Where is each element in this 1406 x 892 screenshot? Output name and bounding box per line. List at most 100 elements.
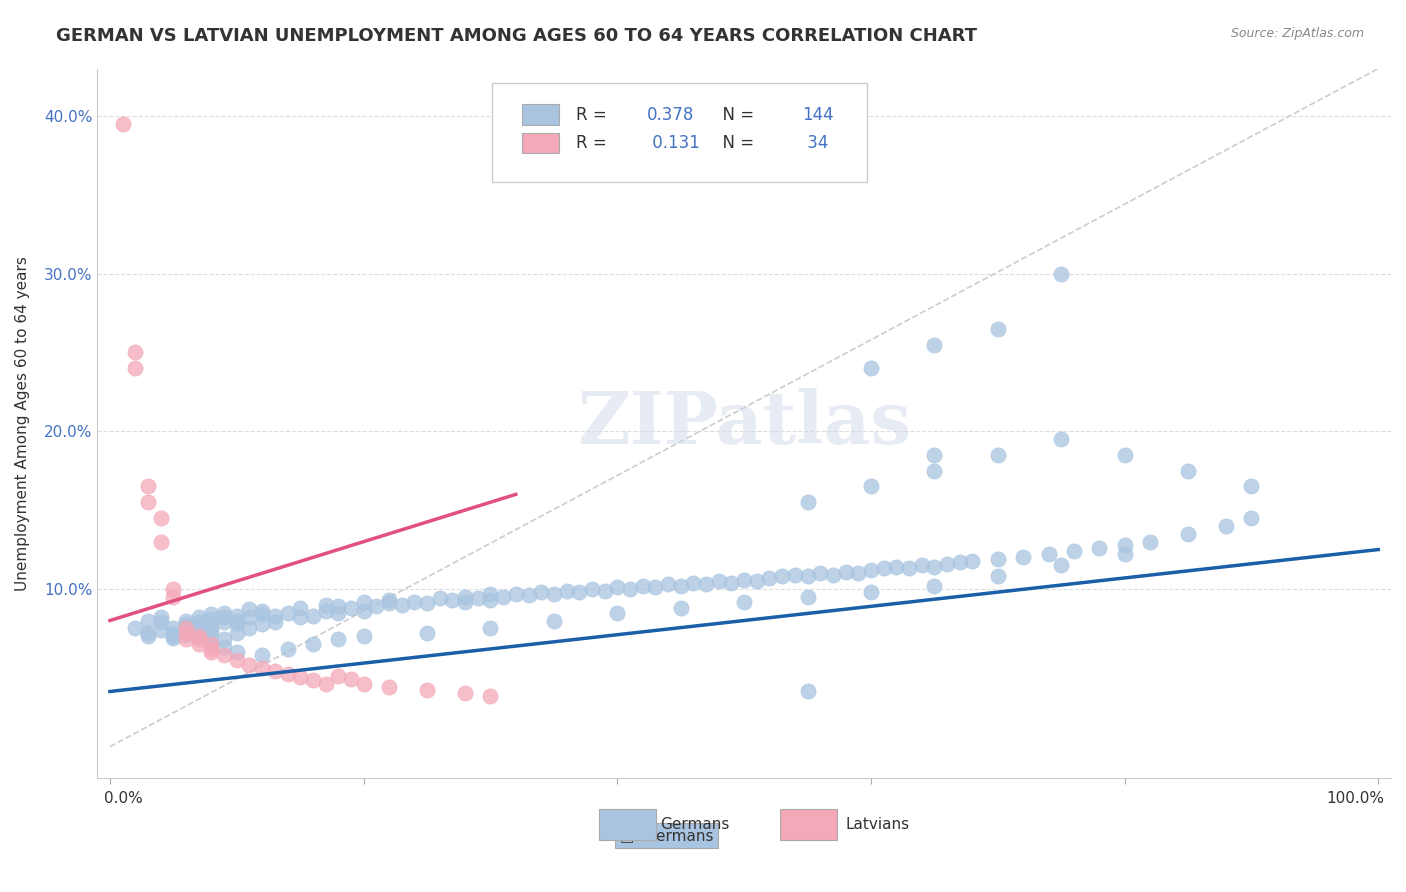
Point: [1177, 464, 1199, 478]
Point: [200, 616, 222, 631]
Point: [404, 594, 426, 608]
FancyBboxPatch shape: [492, 83, 868, 182]
Point: [174, 626, 197, 640]
Point: [187, 629, 209, 643]
Point: [1139, 534, 1161, 549]
Point: [707, 574, 730, 588]
Point: [124, 345, 146, 359]
Text: Germans: Germans: [659, 817, 730, 832]
Point: [783, 567, 806, 582]
Point: [212, 632, 235, 647]
Point: [391, 598, 413, 612]
Point: [924, 337, 946, 351]
Point: [479, 593, 502, 607]
Point: [353, 629, 375, 643]
Point: [200, 623, 222, 637]
Point: [924, 448, 946, 462]
Point: [1240, 511, 1263, 525]
Point: [136, 495, 159, 509]
Point: [682, 575, 704, 590]
Point: [328, 669, 350, 683]
Point: [200, 645, 222, 659]
Point: [555, 583, 578, 598]
Point: [238, 610, 260, 624]
Point: [250, 661, 273, 675]
Point: [328, 632, 350, 647]
Point: [859, 361, 882, 376]
Point: [174, 614, 197, 628]
Point: [593, 583, 616, 598]
Point: [543, 614, 565, 628]
Point: [1050, 432, 1073, 446]
Point: [263, 615, 285, 629]
Point: [669, 579, 692, 593]
Text: 0.131: 0.131: [647, 134, 700, 152]
Point: [290, 670, 312, 684]
Point: [581, 582, 603, 596]
Point: [302, 608, 325, 623]
Text: R =: R =: [576, 134, 612, 152]
Point: [1215, 519, 1237, 533]
Point: [543, 587, 565, 601]
Y-axis label: Unemployment Among Ages 60 to 64 years: Unemployment Among Ages 60 to 64 years: [15, 256, 30, 591]
Point: [378, 680, 401, 694]
Point: [745, 574, 768, 588]
Point: [174, 621, 197, 635]
Point: [1012, 550, 1035, 565]
Point: [162, 626, 184, 640]
Point: [276, 667, 298, 681]
Point: [200, 641, 222, 656]
Point: [441, 593, 464, 607]
Point: [886, 560, 908, 574]
Point: [1114, 448, 1136, 462]
Text: 144: 144: [803, 105, 834, 124]
Point: [479, 621, 502, 635]
Point: [238, 657, 260, 672]
Point: [834, 565, 856, 579]
Point: [162, 582, 184, 596]
Point: [1038, 547, 1060, 561]
Point: [238, 621, 260, 635]
Point: [250, 604, 273, 618]
Point: [936, 557, 959, 571]
Point: [770, 569, 793, 583]
FancyBboxPatch shape: [522, 104, 560, 125]
Point: [987, 552, 1010, 566]
Point: [162, 629, 184, 643]
Point: [821, 567, 844, 582]
Point: [416, 596, 439, 610]
Point: [174, 620, 197, 634]
Point: [187, 632, 209, 647]
Point: [149, 610, 172, 624]
Point: [733, 594, 755, 608]
Point: [479, 587, 502, 601]
Point: [136, 479, 159, 493]
Point: [619, 582, 641, 596]
Point: [962, 553, 984, 567]
Point: [606, 606, 628, 620]
Point: [212, 610, 235, 624]
Text: 34: 34: [803, 134, 828, 152]
Point: [353, 594, 375, 608]
Point: [200, 620, 222, 634]
Point: [238, 602, 260, 616]
Point: [911, 558, 934, 573]
Point: [187, 615, 209, 629]
Text: 0.0%: 0.0%: [104, 791, 142, 805]
Point: [366, 599, 388, 614]
Point: [1240, 479, 1263, 493]
Point: [302, 637, 325, 651]
Point: [149, 615, 172, 629]
Point: [416, 626, 439, 640]
Point: [136, 626, 159, 640]
Point: [149, 511, 172, 525]
Point: [124, 621, 146, 635]
Point: [846, 566, 869, 581]
Point: [276, 641, 298, 656]
Point: [149, 623, 172, 637]
Point: [315, 604, 337, 618]
Point: [1177, 526, 1199, 541]
Point: [212, 648, 235, 663]
Point: [136, 629, 159, 643]
Point: [212, 615, 235, 629]
